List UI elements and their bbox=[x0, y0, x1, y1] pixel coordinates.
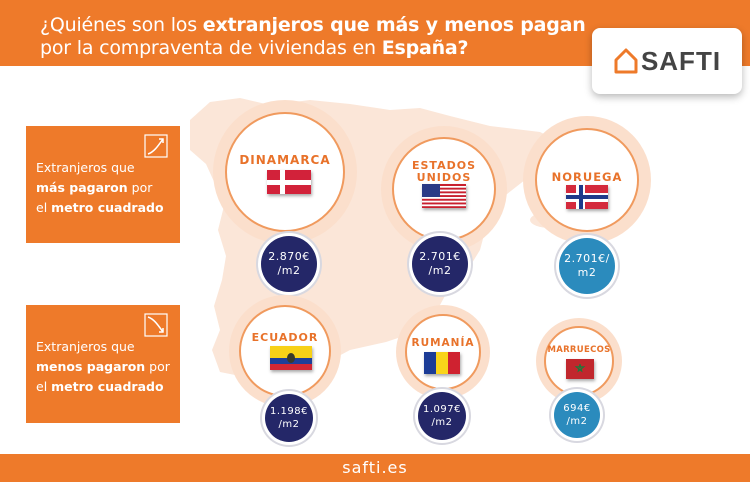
ecuador-price: 1.198€ bbox=[270, 406, 308, 417]
ecuador-unit: /m2 bbox=[278, 419, 300, 430]
least-paid-line3-bold: metro cuadrado bbox=[51, 379, 164, 394]
romania-unit: /m2 bbox=[431, 417, 453, 428]
least-paid-rest: por bbox=[145, 359, 170, 374]
norway-price-badge: 2.701€/ m2 bbox=[559, 238, 615, 294]
romania-label: RUMANÍA bbox=[411, 337, 475, 349]
least-paid-line3-pre: el bbox=[36, 379, 52, 394]
title-line2-bold: España? bbox=[381, 37, 469, 59]
usa-label-line1: ESTADOS bbox=[411, 159, 476, 172]
morocco-unit: /m2 bbox=[566, 416, 588, 427]
least-paid-label-box: Extranjeros que menos pagaron por el met… bbox=[26, 305, 180, 423]
page-title: ¿Quiénes son los extranjeros que más y m… bbox=[40, 14, 600, 60]
norway-flag bbox=[566, 185, 608, 209]
footer-banner: safti.es bbox=[0, 454, 750, 482]
denmark-unit: /m2 bbox=[277, 264, 301, 277]
morocco-price: 694€ bbox=[563, 403, 591, 414]
morocco-flag bbox=[566, 359, 594, 379]
most-paid-rest: por bbox=[127, 180, 153, 195]
denmark-flag bbox=[267, 170, 311, 194]
morocco-price-badge: 694€ /m2 bbox=[554, 392, 600, 438]
most-paid-line3: el metro cuadrado bbox=[36, 198, 170, 218]
norway-label: NORUEGA bbox=[551, 170, 623, 184]
norway-unit: m2 bbox=[577, 266, 597, 279]
romania-price-badge: 1.097€ /m2 bbox=[418, 392, 466, 440]
most-paid-bold: más pagaron bbox=[36, 180, 128, 195]
usa-unit: /m2 bbox=[428, 264, 452, 277]
footer-url[interactable]: safti.es bbox=[342, 458, 408, 477]
norway-price: 2.701€/ bbox=[564, 252, 610, 265]
house-icon bbox=[614, 48, 638, 74]
most-paid-line3-bold: metro cuadrado bbox=[51, 200, 164, 215]
usa-label: ESTADOS UNIDOS bbox=[392, 160, 496, 184]
usa-price-badge: 2.701€ /m2 bbox=[412, 236, 468, 292]
ecuador-price-badge: 1.198€ /m2 bbox=[265, 394, 313, 442]
romania-price: 1.097€ bbox=[423, 404, 461, 415]
romania-flag bbox=[424, 352, 460, 374]
trend-down-icon bbox=[144, 313, 168, 337]
least-paid-line1: Extranjeros que bbox=[36, 339, 135, 354]
title-line1-text: ¿Quiénes son los bbox=[40, 14, 203, 36]
trend-up-icon bbox=[144, 134, 168, 158]
logo-text: SAFTI bbox=[640, 45, 722, 76]
denmark-price-badge: 2.870€ /m2 bbox=[261, 236, 317, 292]
usa-price: 2.701€ bbox=[419, 250, 461, 263]
title-line2-text: por la compraventa de viviendas en bbox=[40, 37, 382, 59]
usa-label-line2: UNIDOS bbox=[416, 171, 472, 184]
morocco-label: MARRUECOS bbox=[547, 345, 611, 355]
least-paid-line2: menos pagaron por bbox=[36, 357, 170, 377]
most-paid-label-box: Extranjeros que más pagaron por el metro… bbox=[26, 126, 180, 243]
ecuador-label: ECUADOR bbox=[251, 331, 319, 344]
usa-flag bbox=[422, 184, 466, 208]
most-paid-line1: Extranjeros que bbox=[36, 160, 135, 175]
spain-map bbox=[190, 98, 578, 384]
norway-circle bbox=[535, 128, 639, 232]
title-line1-bold: extranjeros que más y menos pagan bbox=[202, 14, 586, 36]
denmark-price: 2.870€ bbox=[268, 250, 310, 263]
safti-logo: SAFTI bbox=[592, 28, 742, 94]
least-paid-bold: menos pagaron bbox=[36, 359, 146, 374]
denmark-label: DINAMARCA bbox=[239, 153, 331, 167]
most-paid-line2: más pagaron por bbox=[36, 178, 170, 198]
ecuador-flag bbox=[270, 346, 312, 370]
least-paid-line3: el metro cuadrado bbox=[36, 377, 170, 397]
most-paid-line3-pre: el bbox=[36, 200, 52, 215]
